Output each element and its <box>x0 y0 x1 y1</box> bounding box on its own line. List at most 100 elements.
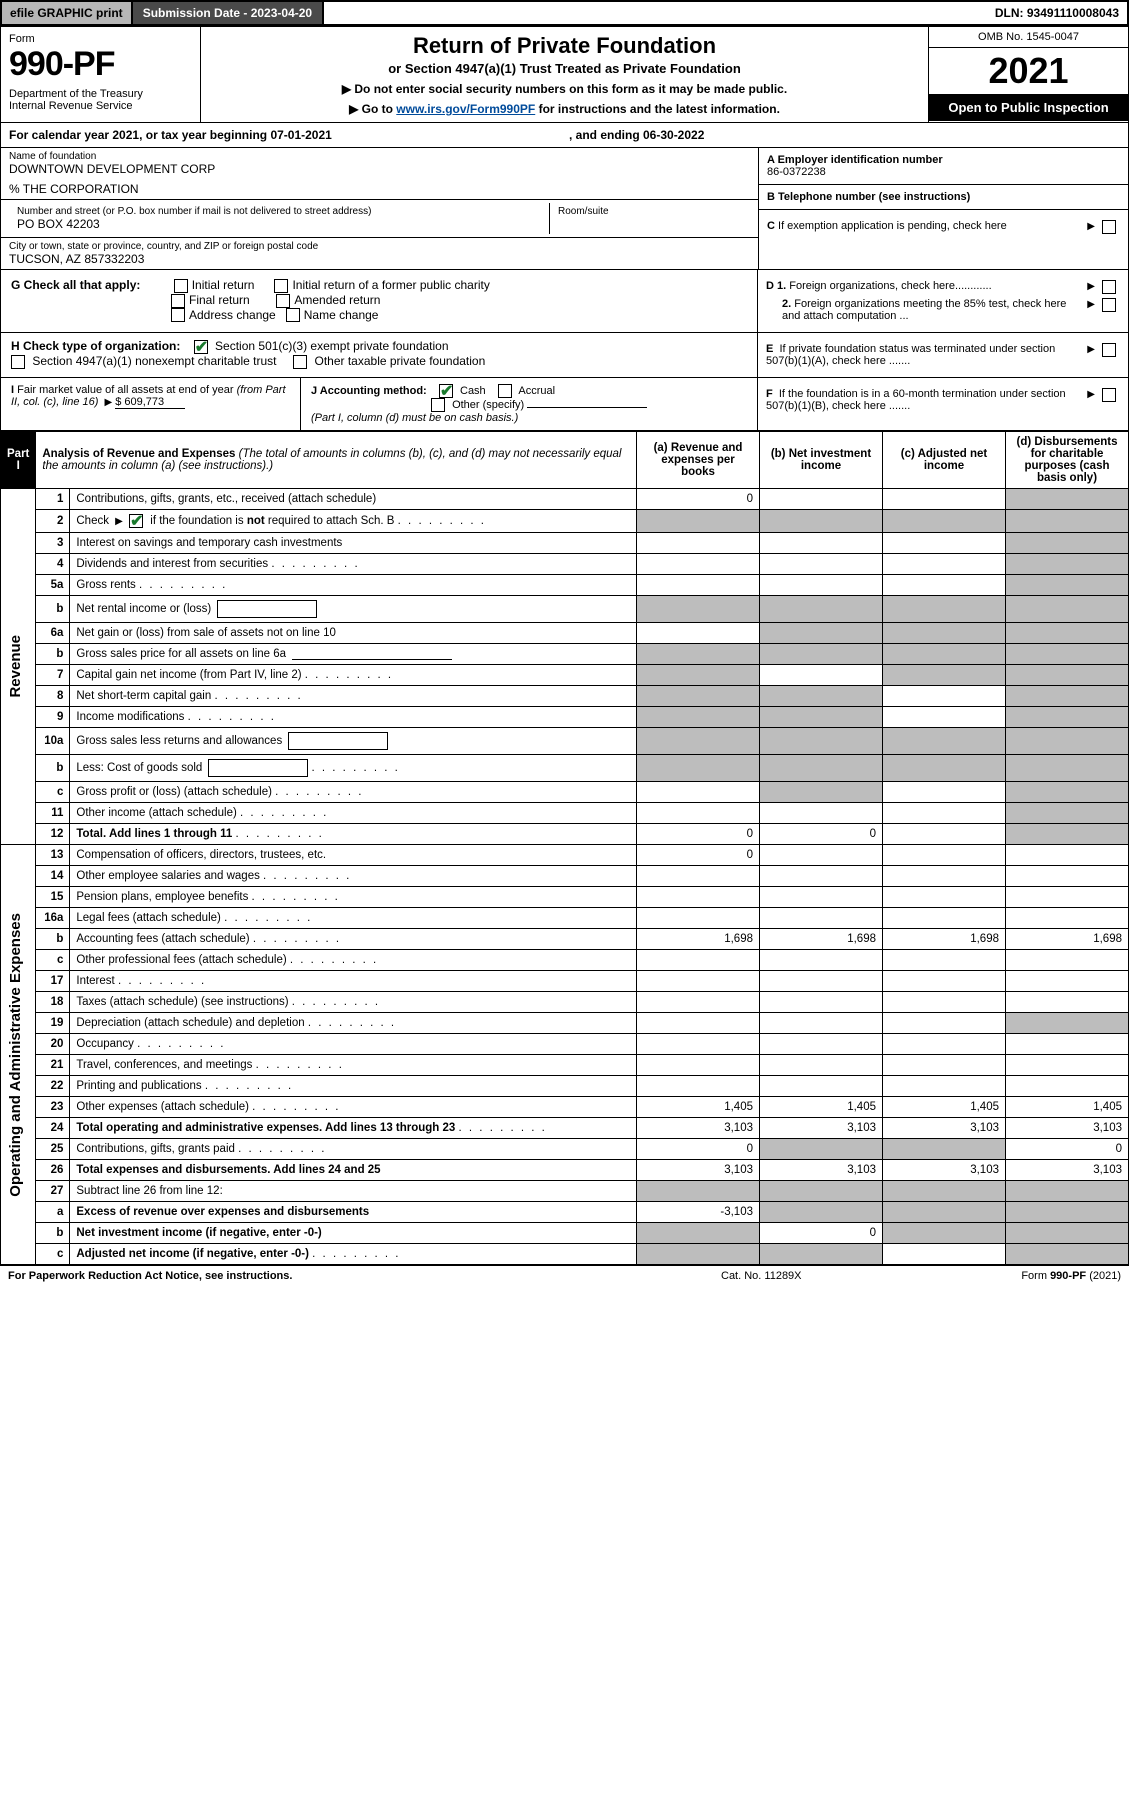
table-row: 19Depreciation (attach schedule) and dep… <box>1 1013 1129 1034</box>
table-row: 11Other income (attach schedule) <box>1 803 1129 824</box>
checkbox-cash[interactable] <box>439 384 453 398</box>
col-a-header: (a) Revenue and expenses per books <box>637 432 760 489</box>
table-row: 24Total operating and administrative exp… <box>1 1118 1129 1139</box>
part1-title-bold: Analysis of Revenue and Expenses <box>42 448 235 460</box>
checkbox-initial-former[interactable] <box>274 279 288 293</box>
g-item-3: Amended return <box>294 293 380 307</box>
table-row: aExcess of revenue over expenses and dis… <box>1 1202 1129 1223</box>
table-row: 10aGross sales less returns and allowanc… <box>1 728 1129 755</box>
form-number: 990-PF <box>9 45 192 84</box>
care-of: % THE CORPORATION <box>9 182 750 196</box>
d2-text: Foreign organizations meeting the 85% te… <box>782 298 1066 322</box>
calendar-year-row: For calendar year 2021, or tax year begi… <box>0 123 1129 148</box>
submission-date: Submission Date - 2023-04-20 <box>133 2 324 24</box>
j-label: J Accounting method: <box>311 385 427 397</box>
part1-tab: Part I <box>1 432 36 489</box>
table-row: 26Total expenses and disbursements. Add … <box>1 1160 1129 1181</box>
name-label: Name of foundation <box>9 151 750 162</box>
checkbox-d2[interactable] <box>1102 298 1116 312</box>
page-footer: For Paperwork Reduction Act Notice, see … <box>0 1265 1129 1286</box>
table-row: 9Income modifications <box>1 707 1129 728</box>
checkbox-other-method[interactable] <box>431 398 445 412</box>
table-row: Revenue1Contributions, gifts, grants, et… <box>1 489 1129 510</box>
e-text: If private foundation status was termina… <box>766 343 1055 367</box>
g-label: G Check all that apply: <box>11 278 140 292</box>
checkbox-c[interactable] <box>1102 220 1116 234</box>
table-row: 15Pension plans, employee benefits <box>1 887 1129 908</box>
street-address: PO BOX 42203 <box>17 217 541 231</box>
table-row: 27Subtract line 26 from line 12: <box>1 1181 1129 1202</box>
checkbox-other-taxable[interactable] <box>293 355 307 369</box>
table-row: 2Check if the foundation is not required… <box>1 510 1129 533</box>
topbar: efile GRAPHIC print Submission Date - 20… <box>0 0 1129 26</box>
table-row: 6aNet gain or (loss) from sale of assets… <box>1 623 1129 644</box>
instr2-pre: ▶ Go to <box>349 102 396 116</box>
expenses-section-label: Operating and Administrative Expenses <box>7 913 24 1197</box>
table-row: 16aLegal fees (attach schedule) <box>1 908 1129 929</box>
omb-number: OMB No. 1545-0047 <box>929 27 1128 48</box>
checkbox-d1[interactable] <box>1102 280 1116 294</box>
checkbox-f[interactable] <box>1102 388 1116 402</box>
open-public-badge: Open to Public Inspection <box>929 94 1128 121</box>
entity-block: Name of foundation DOWNTOWN DEVELOPMENT … <box>0 148 1129 270</box>
tax-year: 2021 <box>929 48 1128 94</box>
checkbox-e[interactable] <box>1102 343 1116 357</box>
table-row: 25Contributions, gifts, grants paid 00 <box>1 1139 1129 1160</box>
table-row: 21Travel, conferences, and meetings <box>1 1055 1129 1076</box>
city-label: City or town, state or province, country… <box>9 241 750 252</box>
form-subtitle: or Section 4947(a)(1) Trust Treated as P… <box>211 61 918 76</box>
checkbox-amended[interactable] <box>276 294 290 308</box>
g-item-0: Initial return <box>192 278 255 292</box>
table-row: cAdjusted net income (if negative, enter… <box>1 1244 1129 1265</box>
col-b-header: (b) Net investment income <box>760 432 883 489</box>
table-row: 12Total. Add lines 1 through 11 00 <box>1 824 1129 845</box>
foundation-name: DOWNTOWN DEVELOPMENT CORP <box>9 162 750 176</box>
checkbox-accrual[interactable] <box>498 384 512 398</box>
table-row: cGross profit or (loss) (attach schedule… <box>1 782 1129 803</box>
table-row: bLess: Cost of goods sold <box>1 755 1129 782</box>
revenue-section-label: Revenue <box>7 635 24 698</box>
h-item-0: Section 501(c)(3) exempt private foundat… <box>215 339 448 353</box>
checkbox-name-change[interactable] <box>286 308 300 322</box>
h-item-1: Section 4947(a)(1) nonexempt charitable … <box>32 354 276 368</box>
table-row: 7Capital gain net income (from Part IV, … <box>1 665 1129 686</box>
table-row: bGross sales price for all assets on lin… <box>1 644 1129 665</box>
table-row: cOther professional fees (attach schedul… <box>1 950 1129 971</box>
checkbox-sch-b[interactable] <box>129 514 143 528</box>
street-label: Number and street (or P.O. box number if… <box>17 206 541 217</box>
ein-label: A Employer identification number <box>767 154 943 166</box>
form-header: Form 990-PF Department of the Treasury I… <box>0 26 1129 123</box>
j-note: (Part I, column (d) must be on cash basi… <box>311 412 518 424</box>
checkbox-4947a1[interactable] <box>11 355 25 369</box>
checks-ijf: I Fair market value of all assets at end… <box>0 378 1129 431</box>
h-item-2: Other taxable private foundation <box>315 354 486 368</box>
form-title: Return of Private Foundation <box>211 33 918 59</box>
checkbox-501c3[interactable] <box>194 340 208 354</box>
table-row: 4Dividends and interest from securities <box>1 554 1129 575</box>
instr2-post: for instructions and the latest informat… <box>535 102 780 116</box>
table-row: 5aGross rents <box>1 575 1129 596</box>
table-row: 22Printing and publications <box>1 1076 1129 1097</box>
checkbox-final-return[interactable] <box>171 294 185 308</box>
irs-link[interactable]: www.irs.gov/Form990PF <box>396 102 535 116</box>
table-row: 18Taxes (attach schedule) (see instructi… <box>1 992 1129 1013</box>
year-beginning: For calendar year 2021, or tax year begi… <box>9 128 569 142</box>
part1-table: Part I Analysis of Revenue and Expenses … <box>0 431 1129 1265</box>
phone-label: B Telephone number (see instructions) <box>767 191 970 203</box>
footer-left: For Paperwork Reduction Act Notice, see … <box>8 1270 721 1282</box>
checkbox-initial-return[interactable] <box>174 279 188 293</box>
j-accrual: Accrual <box>518 385 555 397</box>
efile-label[interactable]: efile GRAPHIC print <box>2 2 133 24</box>
g-item-5: Name change <box>304 308 379 322</box>
h-label: H Check type of organization: <box>11 339 180 353</box>
dept-label: Department of the Treasury Internal Reve… <box>9 88 192 112</box>
checkbox-address-change[interactable] <box>171 308 185 322</box>
table-row: bNet investment income (if negative, ent… <box>1 1223 1129 1244</box>
g-item-4: Address change <box>189 308 276 322</box>
year-ending: , and ending 06-30-2022 <box>569 128 1120 142</box>
ein-value: 86-0372238 <box>767 166 826 178</box>
room-label: Room/suite <box>558 206 742 217</box>
d1-text: Foreign organizations, check here.......… <box>789 280 991 292</box>
dln-label: DLN: 93491110008043 <box>987 2 1127 24</box>
table-row: bNet rental income or (loss) <box>1 596 1129 623</box>
